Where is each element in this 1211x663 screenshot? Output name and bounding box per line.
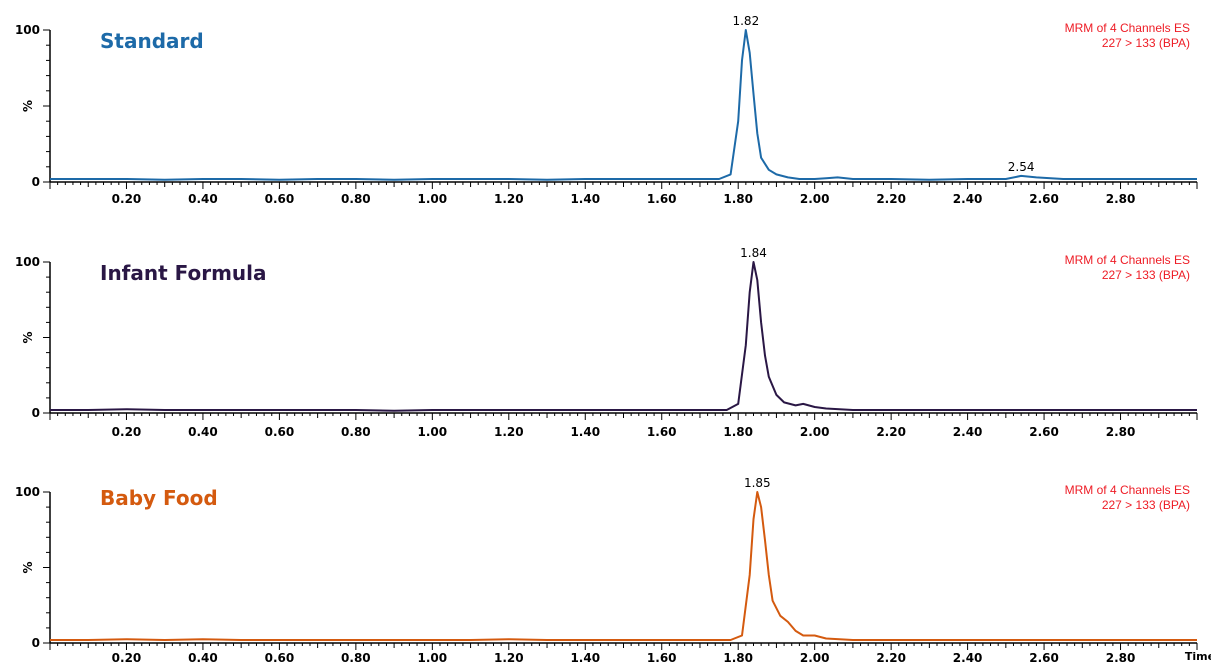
panel-title: Standard	[100, 29, 204, 53]
x-tick-label: 0.20	[112, 651, 142, 663]
channel-annotation-line: 227 > 133 (BPA)	[1102, 36, 1190, 50]
x-tick-label: 2.40	[953, 425, 983, 439]
x-tick-label: 1.40	[570, 425, 600, 439]
x-tick-label: 0.60	[265, 425, 295, 439]
chromatogram-panel-1: 100 0% 0.20 0.40 0.60 0.80 1.00 1.20 1.40 1.60 1.8…	[15, 14, 1198, 206]
channel-annotation-line: 227 > 133 (BPA)	[1102, 268, 1190, 282]
x-tick-label: 2.00	[800, 651, 830, 663]
x-tick-label: 1.20	[494, 192, 524, 206]
chromatogram-panel-3: 100 0% 0.20 0.40 0.60 0.80 1.00 1.20 1.40 1.60 1.8…	[15, 476, 1211, 663]
series-line-1	[50, 261, 1197, 412]
x-tick-label: 1.80	[723, 651, 753, 663]
x-tick-label: 0.80	[341, 425, 371, 439]
y-tick-label-top: 100	[15, 255, 40, 269]
peak-label: 2.54	[1008, 160, 1035, 174]
y-tick-label-bottom: 0	[32, 175, 40, 189]
x-tick-label: 1.00	[418, 192, 448, 206]
x-tick-label: 2.80	[1106, 425, 1136, 439]
x-tick-label: 2.40	[953, 192, 983, 206]
y-tick-label-top: 100	[15, 23, 40, 37]
y-tick-label-top: 100	[15, 485, 40, 499]
y-tick-label-bottom: 0	[32, 636, 40, 650]
channel-annotation-line: 227 > 133 (BPA)	[1102, 498, 1190, 512]
x-tick-label: 0.40	[188, 425, 218, 439]
x-tick-label: 0.80	[341, 651, 371, 663]
channel-annotation-line: MRM of 4 Channels ES	[1065, 483, 1190, 497]
x-tick-label: 0.20	[112, 192, 142, 206]
panel-title: Infant Formula	[100, 261, 267, 285]
x-tick-label: 0.60	[265, 192, 295, 206]
x-tick-label: 0.40	[188, 651, 218, 663]
channel-annotation-line: MRM of 4 Channels ES	[1065, 21, 1190, 35]
x-tick-label: 2.60	[1029, 425, 1059, 439]
x-tick-label: 0.20	[112, 425, 142, 439]
x-axis-label: Time	[1185, 650, 1211, 663]
series-line-1	[50, 491, 1197, 641]
x-tick-label: 2.40	[953, 651, 983, 663]
x-tick-label: 1.40	[570, 651, 600, 663]
panel-title: Baby Food	[100, 486, 218, 510]
y-axis-label: %	[21, 561, 35, 573]
y-axis-label: %	[21, 100, 35, 112]
x-tick-label: 2.80	[1106, 651, 1136, 663]
x-tick-label: 1.60	[647, 651, 677, 663]
peak-label: 1.85	[744, 476, 771, 490]
x-tick-label: 2.20	[876, 651, 906, 663]
x-tick-label: 0.80	[341, 192, 371, 206]
x-tick-label: 1.60	[647, 425, 677, 439]
x-tick-label: 2.00	[800, 425, 830, 439]
x-tick-label: 1.00	[418, 425, 448, 439]
y-axis-label: %	[21, 331, 35, 343]
x-tick-label: 1.20	[494, 425, 524, 439]
chromatogram-panel-2: 100 0% 0.20 0.40 0.60 0.80 1.00 1.20 1.40 1.60 1.8…	[15, 246, 1198, 439]
series-line-1	[50, 29, 1197, 181]
x-tick-label: 1.40	[570, 192, 600, 206]
x-tick-label: 1.60	[647, 192, 677, 206]
x-tick-label: 2.60	[1029, 192, 1059, 206]
x-tick-label: 2.60	[1029, 651, 1059, 663]
channel-annotation-line: MRM of 4 Channels ES	[1065, 253, 1190, 267]
x-tick-label: 1.80	[723, 425, 753, 439]
x-tick-label: 2.20	[876, 425, 906, 439]
x-tick-label: 2.00	[800, 192, 830, 206]
peak-label: 1.84	[740, 246, 767, 260]
x-tick-label: 2.80	[1106, 192, 1136, 206]
x-tick-label: 2.20	[876, 192, 906, 206]
peak-label: 1.82	[732, 14, 759, 28]
x-tick-label: 0.60	[265, 651, 295, 663]
y-tick-label-bottom: 0	[32, 406, 40, 420]
x-tick-label: 0.40	[188, 192, 218, 206]
x-tick-label: 1.20	[494, 651, 524, 663]
x-tick-label: 1.00	[418, 651, 448, 663]
x-tick-label: 1.80	[723, 192, 753, 206]
